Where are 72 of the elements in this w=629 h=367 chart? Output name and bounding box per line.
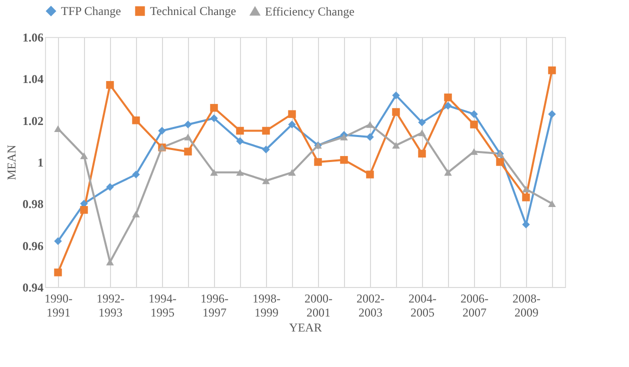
point [340, 156, 348, 164]
point [132, 170, 140, 178]
x-tick-label: 1990-1991 [44, 292, 72, 320]
point [132, 116, 140, 124]
point [366, 170, 374, 178]
point [366, 133, 374, 141]
point [106, 183, 114, 191]
x-tick-label: 1994-1995 [148, 292, 176, 320]
point [184, 134, 192, 140]
point [132, 210, 140, 218]
y-axis-title: MEAN [4, 144, 18, 180]
point [210, 114, 218, 122]
x-tick-label: 2004-2005 [408, 292, 436, 320]
point [262, 126, 270, 135]
point [548, 200, 556, 208]
point [392, 108, 400, 116]
y-tick-label: 0.96 [22, 238, 44, 253]
point [80, 152, 88, 160]
point [262, 177, 270, 184]
point [236, 169, 244, 176]
point [158, 126, 166, 135]
x-tick-label: 2006-2007 [460, 292, 488, 320]
point [418, 118, 426, 126]
y-tick-label: 1.02 [22, 114, 44, 128]
x-tick-label: 1998-1999 [252, 292, 280, 320]
x-tick-label: 2008-2009 [512, 292, 540, 320]
point [184, 120, 192, 128]
point [444, 102, 452, 110]
point [470, 120, 478, 128]
point [496, 158, 504, 166]
x-axis-title: YEAR [289, 320, 322, 334]
y-tick-label: 1 [38, 156, 44, 170]
point [366, 121, 374, 128]
point [522, 194, 530, 202]
point [548, 66, 556, 74]
legend-label: Technical Change [150, 4, 236, 18]
point [288, 110, 296, 118]
point [314, 158, 322, 166]
point [236, 137, 244, 146]
x-tick-label: 1992-1993 [96, 292, 124, 320]
point [444, 94, 452, 102]
y-tick-label: 1.04 [22, 72, 44, 86]
point [210, 104, 218, 112]
point [418, 129, 426, 136]
point [288, 120, 296, 128]
point [522, 186, 530, 192]
legend-label: Efficiency Change [265, 4, 354, 18]
y-tick-label: 0.98 [22, 197, 44, 212]
point [262, 146, 270, 154]
y-tick-label: 1.06 [22, 30, 44, 44]
legend-label: TFP Change [61, 4, 121, 18]
point [392, 91, 400, 100]
point [106, 81, 114, 89]
point [54, 268, 62, 276]
point [80, 206, 88, 214]
point [54, 237, 62, 246]
x-tick-label: 2000-2001 [304, 292, 332, 320]
point [522, 220, 530, 228]
y-tick-label: 0.94 [22, 280, 44, 294]
point [340, 134, 348, 140]
point [288, 169, 296, 176]
point [236, 126, 244, 135]
x-tick-label: 2002-2003 [356, 292, 384, 320]
point [548, 110, 556, 118]
point [392, 142, 400, 149]
point [470, 110, 478, 118]
point [418, 150, 426, 158]
x-tick-label: 1996-1997 [200, 292, 228, 320]
point [210, 169, 218, 176]
point [184, 148, 192, 156]
point [444, 169, 452, 176]
point [54, 125, 62, 132]
